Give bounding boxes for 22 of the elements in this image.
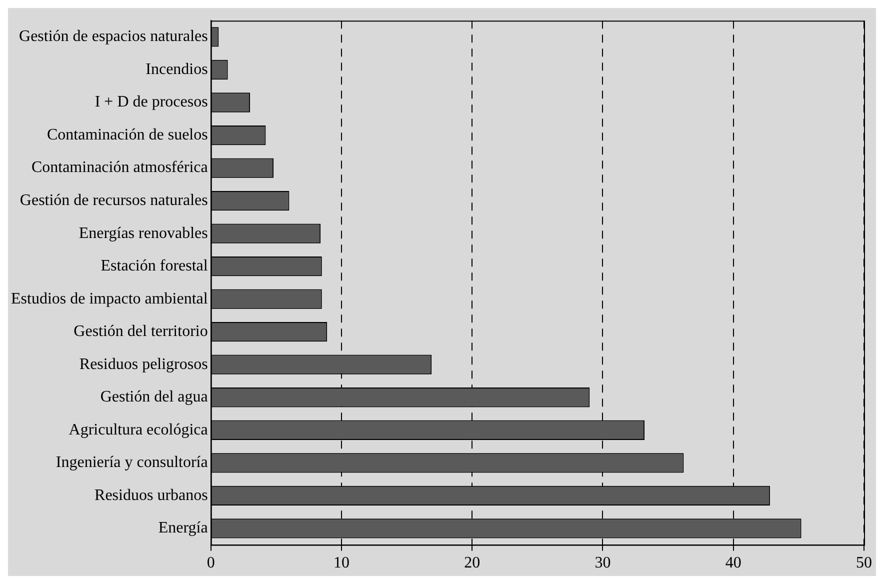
y-tick-label: Residuos urbanos (94, 486, 208, 504)
x-tick-label: 10 (333, 554, 350, 572)
y-tick-label: Ingeniería y consultoría (56, 454, 208, 472)
y-tick-label: Estudios de impacto ambiental (11, 290, 208, 308)
y-tick-label: Gestión del agua (100, 388, 208, 406)
y-tick-label: Residuos peligrosos (79, 356, 208, 373)
x-tick-label: 50 (856, 554, 872, 572)
y-tick-label: Energía (158, 520, 208, 537)
x-tick-label: 30 (594, 554, 611, 572)
y-tick-label: Gestión de recursos naturales (20, 192, 208, 209)
y-tick-label: Incendios (146, 60, 208, 78)
y-tick-label: Contaminación de suelos (46, 126, 208, 144)
y-tick-label: Gestión del territorio (74, 323, 208, 340)
y-tick-label: Contaminación atmosférica (31, 159, 208, 176)
x-tick-label: 20 (464, 554, 480, 572)
x-tick-label: 40 (725, 554, 742, 572)
y-tick-label: Gestión de espacios naturales (19, 28, 208, 46)
y-tick-label: Energías renovables (78, 224, 208, 242)
y-tick-label: I + D de procesos (94, 94, 208, 111)
x-tick-label: 0 (206, 554, 215, 572)
y-tick-label: Agricultura ecológica (68, 421, 208, 438)
y-tick-label: Estación forestal (100, 258, 208, 275)
